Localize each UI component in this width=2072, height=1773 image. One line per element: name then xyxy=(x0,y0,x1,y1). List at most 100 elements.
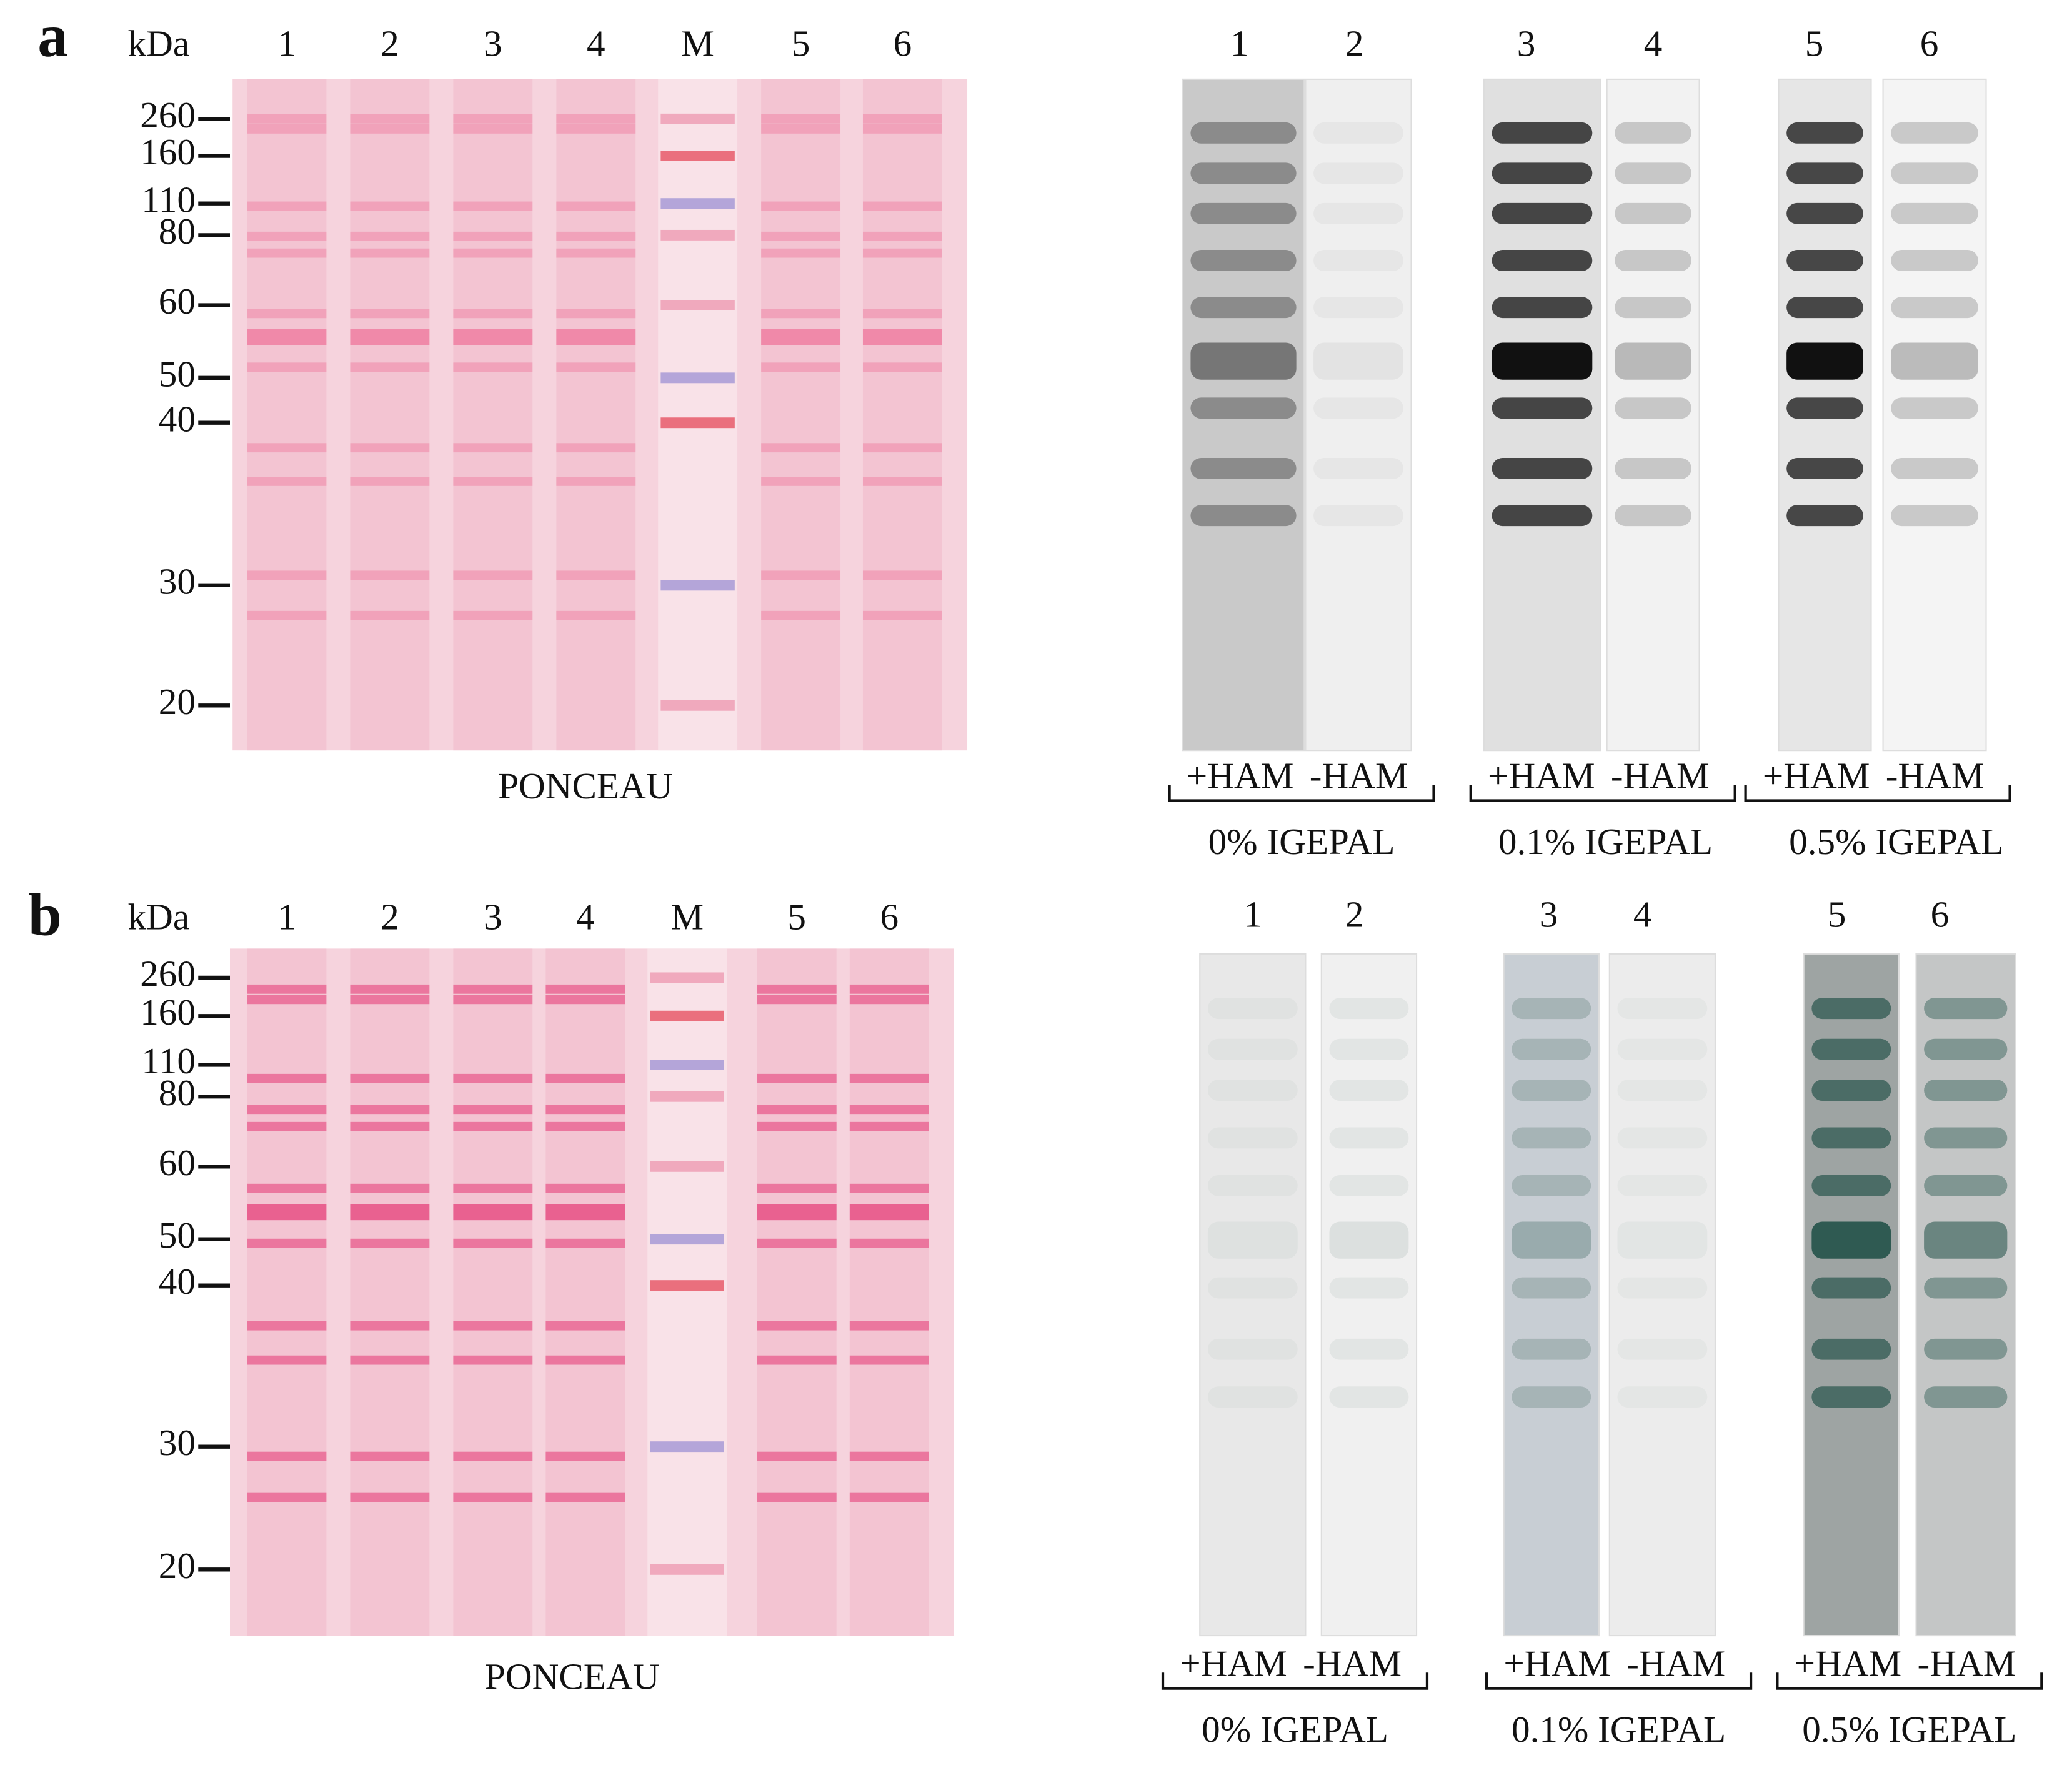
protein-band xyxy=(862,570,942,580)
protein-band xyxy=(849,1238,929,1248)
ham-minus: -HAM xyxy=(1886,755,1985,796)
protein-band xyxy=(247,124,327,134)
marker-band xyxy=(660,113,735,124)
protein-band xyxy=(862,610,942,620)
protein-band xyxy=(453,362,533,372)
blot-lane-label: 4 xyxy=(1644,23,1663,64)
blot-band xyxy=(1512,1221,1591,1259)
protein-band xyxy=(247,995,327,1005)
protein-band xyxy=(757,1451,837,1461)
blot-strip xyxy=(1882,78,1987,752)
marker-band xyxy=(660,198,735,209)
protein-band xyxy=(761,477,841,486)
blot-band xyxy=(1512,1338,1591,1360)
protein-band xyxy=(247,1183,327,1193)
protein-band xyxy=(761,329,841,345)
blot-band xyxy=(1617,1386,1707,1408)
ham-minus: -HAM xyxy=(1611,755,1710,796)
protein-band xyxy=(545,1121,625,1131)
blot-band xyxy=(1617,998,1707,1019)
ham-plus: +HAM xyxy=(1187,755,1294,796)
blot-lane-label: 5 xyxy=(1828,893,1846,935)
blot-band xyxy=(1891,202,1978,224)
blot-band xyxy=(1786,505,1863,527)
protein-band xyxy=(453,1451,533,1461)
protein-band xyxy=(350,570,430,580)
blot-band xyxy=(1615,202,1691,224)
protein-band xyxy=(849,995,929,1005)
marker-band xyxy=(660,580,735,591)
protein-band xyxy=(453,984,533,994)
protein-band xyxy=(247,1355,327,1365)
gel-lane xyxy=(849,948,929,1636)
lane-label: 4 xyxy=(587,23,605,64)
blot-lane-label: 1 xyxy=(1243,893,1262,935)
blot-band xyxy=(1492,297,1593,319)
blot-band xyxy=(1891,250,1978,271)
condition-label: 0.5% IGEPAL xyxy=(1802,1709,2016,1750)
protein-band xyxy=(556,231,636,241)
marker-label: 260 xyxy=(140,94,196,136)
protein-band xyxy=(453,329,533,345)
condition-label: 0% IGEPAL xyxy=(1208,821,1395,862)
protein-band xyxy=(247,477,327,486)
blot-band xyxy=(1329,1038,1409,1060)
protein-band xyxy=(556,329,636,345)
marker-band xyxy=(660,229,735,241)
blot-band xyxy=(1512,1038,1591,1060)
protein-band xyxy=(247,362,327,372)
blot-band xyxy=(1811,1338,1891,1360)
blot-strip xyxy=(1606,78,1700,752)
protein-band xyxy=(761,248,841,258)
protein-band xyxy=(247,114,327,124)
gel-lane xyxy=(247,79,327,751)
protein-band xyxy=(350,1204,430,1221)
condition-label: 0.1% IGEPAL xyxy=(1512,1709,1726,1750)
protein-band xyxy=(757,1355,837,1365)
protein-band xyxy=(545,1355,625,1365)
ham-minus: -HAM xyxy=(1626,1642,1725,1684)
protein-band xyxy=(849,1204,929,1221)
protein-band xyxy=(453,1183,533,1193)
blot-band xyxy=(1615,297,1691,319)
ham-plus: +HAM xyxy=(1763,755,1870,796)
blot-band xyxy=(1329,1175,1409,1196)
protein-band xyxy=(849,1121,929,1131)
protein-band xyxy=(453,570,533,580)
blot-band xyxy=(1190,162,1297,184)
blot-band xyxy=(1786,250,1863,271)
protein-band xyxy=(247,329,327,345)
protein-band xyxy=(350,201,430,211)
protein-band xyxy=(247,1238,327,1248)
blot-band xyxy=(1208,1175,1298,1196)
protein-band xyxy=(761,443,841,453)
blot-band xyxy=(1924,1338,2008,1360)
protein-band xyxy=(350,1321,430,1331)
protein-band xyxy=(556,362,636,372)
blot-lane-label: 1 xyxy=(1230,23,1249,64)
protein-band xyxy=(757,1321,837,1331)
protein-band xyxy=(862,124,942,134)
protein-band xyxy=(849,1105,929,1115)
blot-band xyxy=(1615,458,1691,479)
protein-band xyxy=(545,1451,625,1461)
protein-band xyxy=(757,1183,837,1193)
blot-band xyxy=(1786,297,1863,319)
group-bracket xyxy=(1161,1672,1429,1690)
blot-band xyxy=(1329,1127,1409,1149)
protein-band xyxy=(350,610,430,620)
blot-band xyxy=(1615,505,1691,527)
protein-band xyxy=(350,1073,430,1083)
blot-band xyxy=(1492,162,1593,184)
protein-band xyxy=(453,1073,533,1083)
blot-band xyxy=(1617,1278,1707,1299)
blot-band xyxy=(1329,1386,1409,1408)
blot-band xyxy=(1208,1080,1298,1101)
protein-band xyxy=(453,1121,533,1131)
ham-plus: +HAM xyxy=(1503,1642,1611,1684)
blot-strip xyxy=(1320,953,1418,1637)
blot-band xyxy=(1786,458,1863,479)
blot-band xyxy=(1617,1221,1708,1259)
blot-band xyxy=(1924,1386,2008,1408)
